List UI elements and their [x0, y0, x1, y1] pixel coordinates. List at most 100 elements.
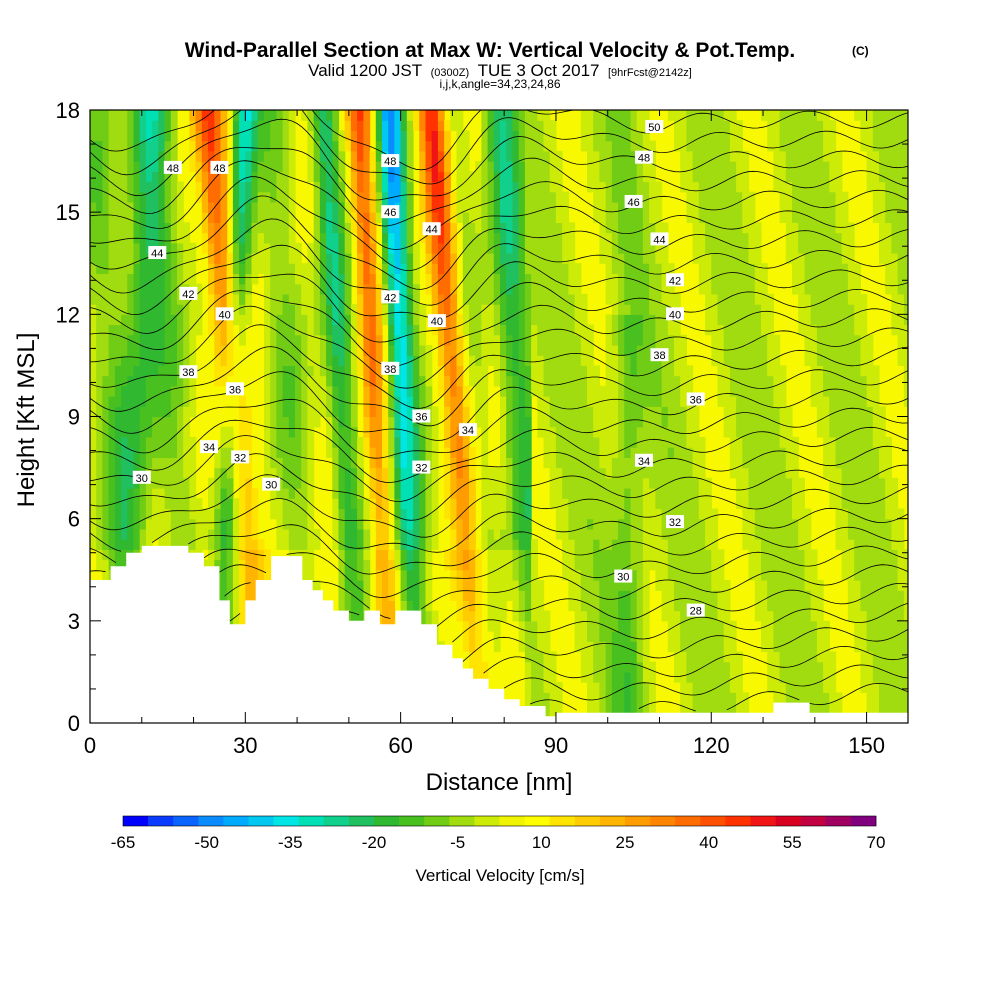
field-cell: [518, 549, 526, 561]
field-cell: [723, 253, 731, 264]
field-cell: [413, 508, 420, 520]
field-cell: [568, 426, 576, 438]
field-cell: [425, 283, 433, 295]
field-cell: [475, 641, 482, 653]
field-cell: [145, 150, 153, 162]
field-cell: [394, 498, 402, 509]
field-cell: [568, 355, 576, 366]
field-cell: [667, 477, 675, 489]
field-cell: [226, 508, 234, 520]
field-cell: [114, 559, 122, 571]
field-cell: [642, 436, 650, 448]
field-cell: [487, 590, 495, 601]
field-cell: [686, 518, 694, 530]
field-cell: [406, 406, 414, 418]
field-cell: [636, 692, 644, 704]
field-cell: [121, 181, 128, 193]
field-cell: [121, 304, 128, 315]
field-cell: [350, 539, 358, 550]
field-cell: [164, 385, 172, 397]
field-cell: [444, 355, 451, 366]
field-cell: [437, 365, 445, 377]
field-cell: [500, 293, 507, 305]
field-cell: [543, 620, 551, 632]
field-cell: [493, 253, 501, 264]
field-cell: [350, 436, 358, 448]
field-cell: [717, 396, 725, 407]
field-cell: [686, 212, 694, 223]
field-cell: [226, 590, 234, 601]
field-cell: [288, 242, 296, 254]
field-cell: [630, 508, 638, 520]
field-cell: [245, 549, 253, 561]
field-cell: [214, 467, 222, 479]
field-cell: [338, 569, 346, 581]
field-cell: [543, 253, 551, 264]
field-cell: [139, 528, 147, 540]
field-cell: [469, 283, 476, 295]
field-cell: [177, 375, 184, 387]
field-cell: [301, 426, 308, 438]
field-cell: [723, 661, 731, 673]
field-cell: [226, 447, 234, 458]
field-cell: [605, 293, 613, 305]
field-cell: [145, 498, 153, 509]
field-cell: [593, 549, 600, 561]
field-cell: [711, 314, 719, 326]
field-cell: [611, 651, 619, 663]
field-cell: [102, 559, 110, 571]
field-cell: [469, 293, 476, 305]
field-cell: [419, 600, 427, 612]
field-cell: [114, 416, 122, 428]
field-cell: [425, 590, 433, 601]
field-cell: [276, 212, 284, 223]
field-cell: [512, 559, 520, 571]
field-cell: [475, 396, 482, 407]
field-cell: [388, 181, 395, 193]
field-cell: [332, 528, 340, 540]
field-cell: [686, 416, 694, 428]
field-cell: [357, 110, 364, 121]
field-cell: [357, 201, 364, 213]
field-cell: [363, 191, 371, 203]
field-cell: [512, 324, 520, 336]
field-cell: [350, 518, 358, 530]
field-cell: [593, 365, 600, 377]
field-cell: [295, 293, 302, 305]
field-cell: [170, 150, 178, 162]
field-cell: [108, 293, 116, 305]
field-cell: [462, 477, 470, 489]
field-cell: [487, 253, 495, 264]
field-cell: [220, 508, 228, 520]
field-cell: [705, 477, 712, 489]
field-cell: [686, 651, 694, 663]
field-cell: [251, 559, 259, 571]
field-cell: [642, 477, 650, 489]
field-cell: [500, 457, 507, 469]
field-cell: [363, 569, 371, 581]
field-cell: [493, 641, 501, 653]
field-cell: [239, 161, 246, 172]
field-cell: [145, 222, 153, 234]
field-cell: [568, 242, 576, 254]
field-cell: [674, 580, 681, 591]
field-cell: [450, 436, 458, 448]
field-cell: [649, 283, 656, 295]
field-cell: [487, 498, 495, 509]
field-cell: [587, 365, 594, 377]
field-cell: [152, 365, 159, 377]
field-cell: [419, 518, 427, 530]
field-cell: [350, 416, 358, 428]
field-cell: [537, 253, 545, 264]
field-cell: [506, 232, 513, 244]
field-cell: [313, 120, 321, 131]
field-cell: [630, 641, 638, 653]
field-cell: [232, 181, 240, 193]
field-cell: [288, 457, 296, 469]
field-cell: [425, 569, 433, 581]
field-cell: [170, 518, 178, 530]
field-cell: [580, 396, 588, 407]
field-cell: [208, 201, 215, 213]
field-cell: [674, 396, 681, 407]
field-cell: [183, 314, 190, 326]
